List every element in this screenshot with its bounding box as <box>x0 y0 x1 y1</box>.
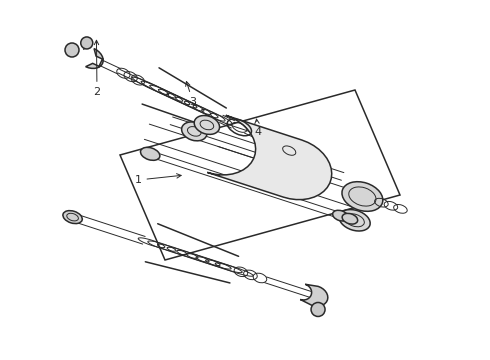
Polygon shape <box>300 284 328 306</box>
Circle shape <box>81 37 93 49</box>
Ellipse shape <box>333 210 348 221</box>
Polygon shape <box>86 49 103 68</box>
Ellipse shape <box>342 182 383 211</box>
Ellipse shape <box>342 213 358 224</box>
Ellipse shape <box>339 210 370 231</box>
Text: 1: 1 <box>134 174 181 185</box>
Text: 3: 3 <box>186 81 196 107</box>
Ellipse shape <box>63 211 82 224</box>
Circle shape <box>65 43 79 57</box>
Ellipse shape <box>182 122 207 141</box>
Ellipse shape <box>141 147 160 160</box>
Ellipse shape <box>194 116 220 134</box>
Text: 4: 4 <box>254 119 262 137</box>
Circle shape <box>311 302 325 316</box>
Text: 2: 2 <box>94 40 100 97</box>
Polygon shape <box>207 115 332 199</box>
